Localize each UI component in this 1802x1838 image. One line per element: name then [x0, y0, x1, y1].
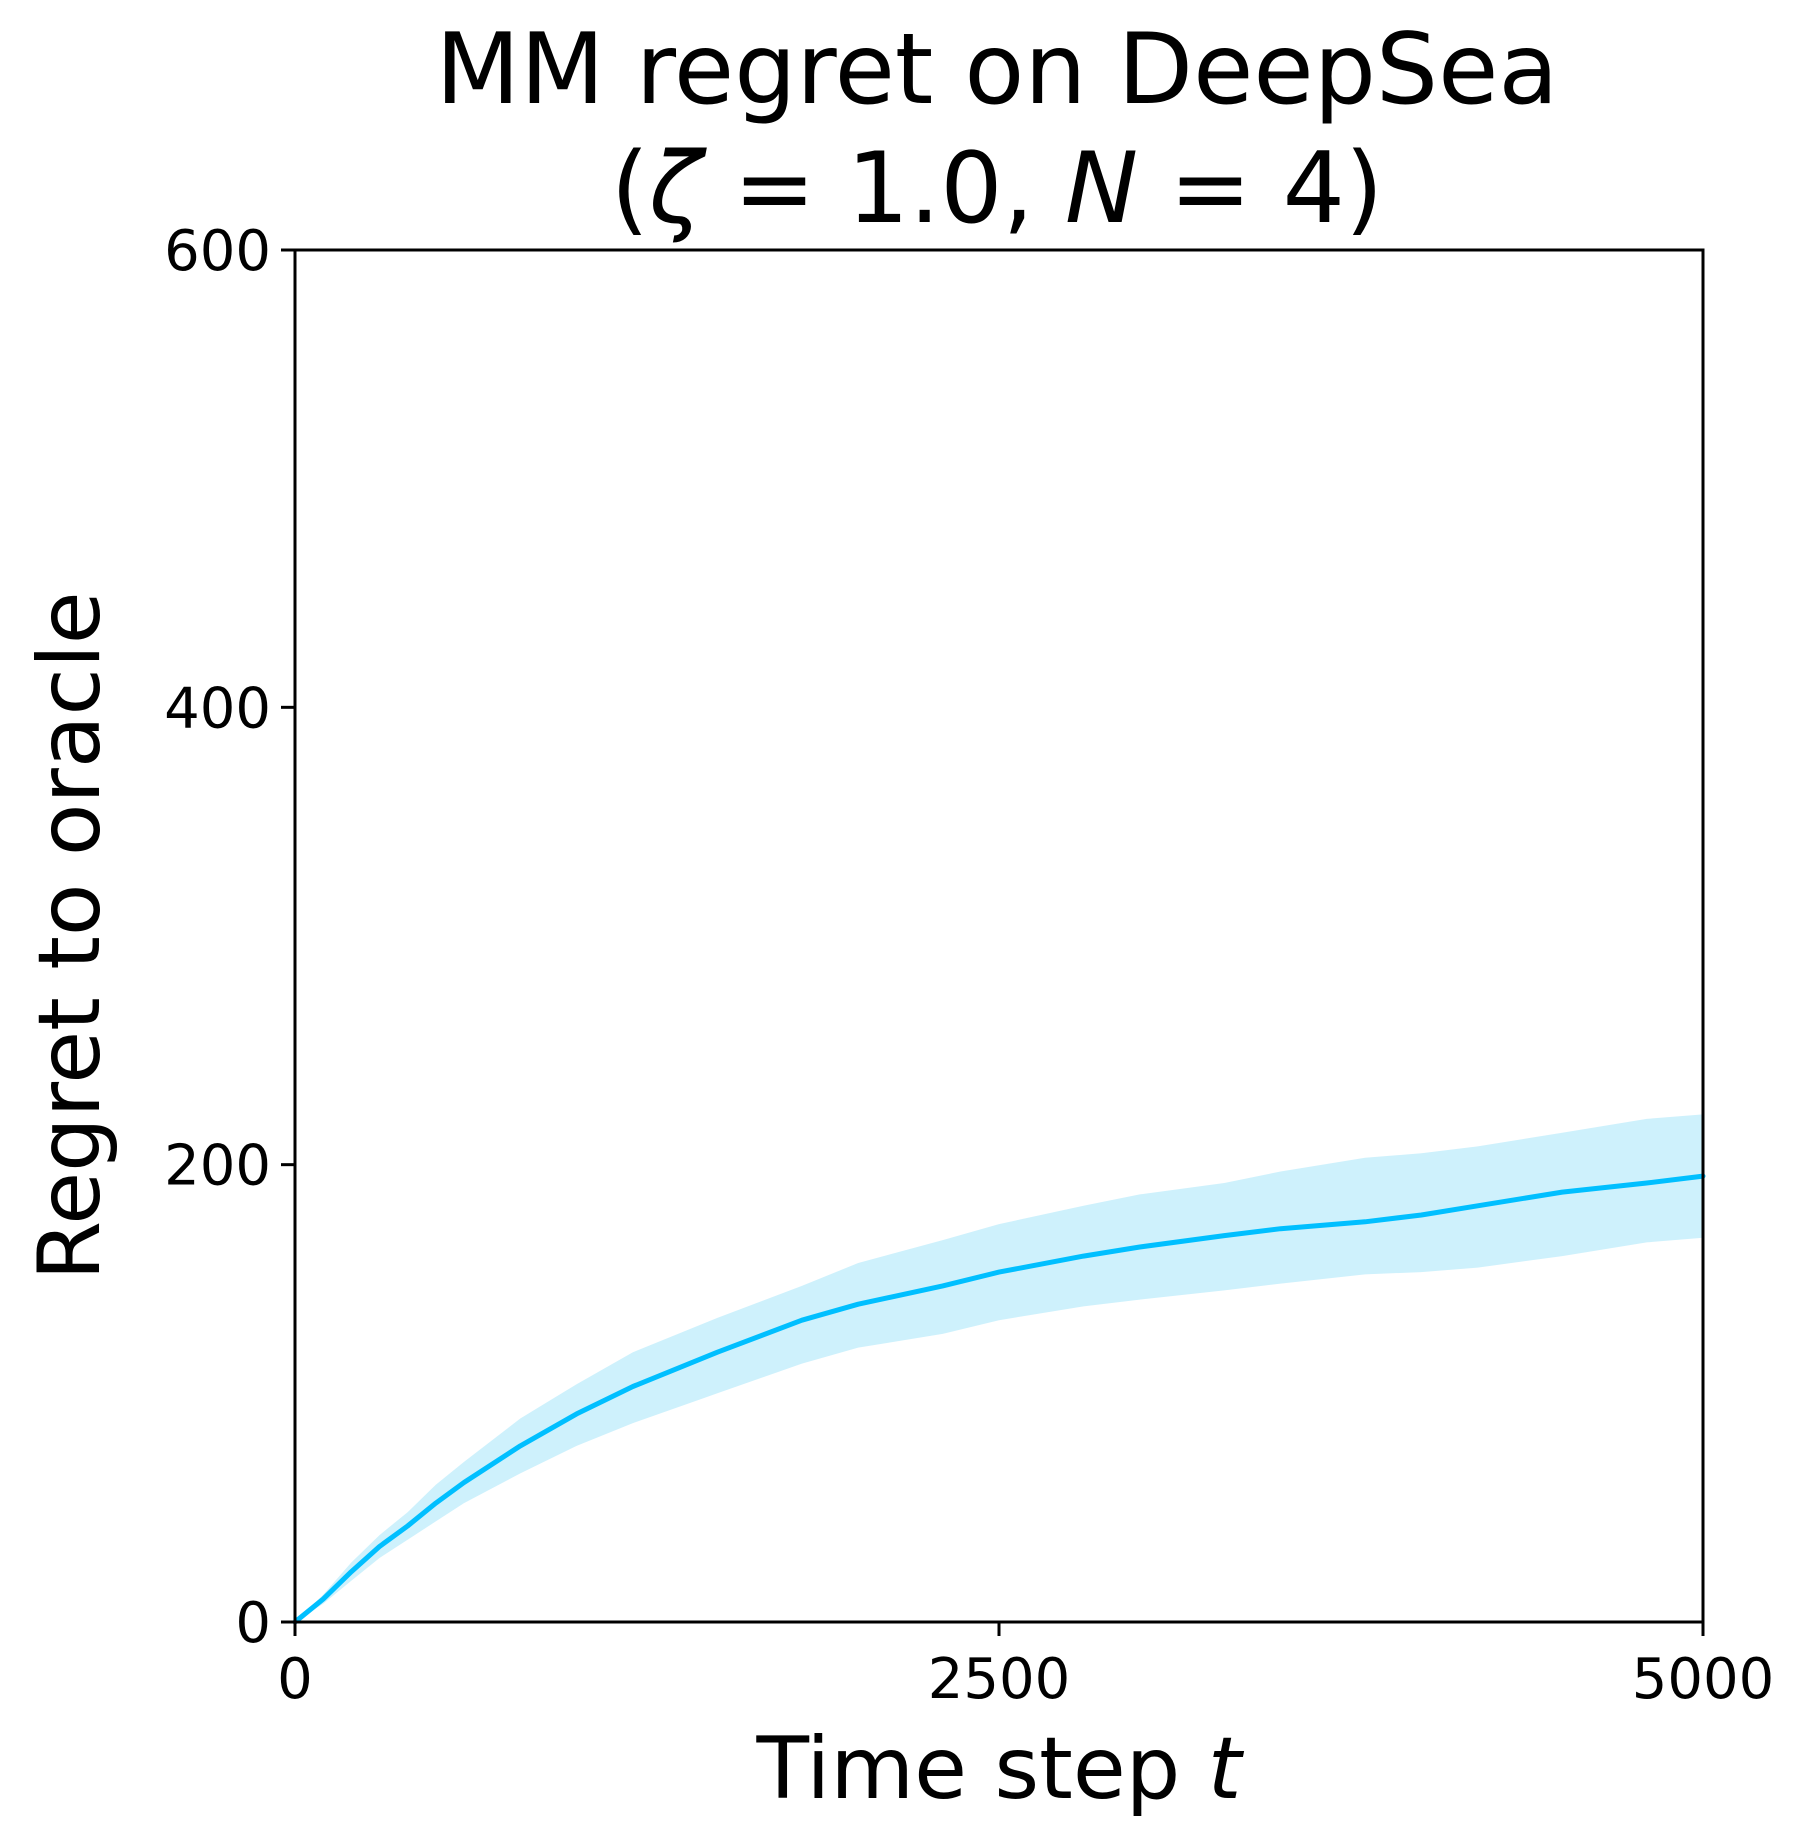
y-tick-label: 0 — [235, 1591, 271, 1656]
axis-ticks: 0 2500 5000 0 200 400 600 — [164, 219, 1774, 1712]
title-n-value: = 4) — [1138, 132, 1383, 246]
title-zeta-value: = 1.0, — [702, 132, 1065, 246]
x-axis-label-text: Time step — [756, 1719, 1208, 1819]
x-axis-label: Time step t — [756, 1719, 1245, 1819]
y-tick-label: 200 — [164, 1134, 271, 1199]
plot-frame — [293, 248, 1705, 1624]
title-zeta-symbol: ζ — [648, 132, 707, 246]
y-axis-label: Regret to oracle — [20, 591, 120, 1280]
x-axis-label-var: t — [1208, 1719, 1245, 1819]
chart-title-line2: (ζ = 1.0, N = 4) — [611, 132, 1383, 246]
confidence-band — [295, 1114, 1703, 1622]
y-tick-label: 600 — [164, 219, 271, 284]
y-tick-label: 400 — [164, 676, 271, 741]
x-tick-label: 5000 — [1632, 1647, 1775, 1712]
title-paren-open: ( — [611, 132, 649, 246]
x-tick-label: 2500 — [928, 1647, 1071, 1712]
title-n-symbol: N — [1065, 132, 1138, 246]
chart-title-line1: MM regret on DeepSea — [436, 13, 1559, 127]
series-line — [292, 1173, 1706, 1625]
x-tick-label: 0 — [277, 1647, 313, 1712]
plot-area — [292, 1114, 1706, 1625]
